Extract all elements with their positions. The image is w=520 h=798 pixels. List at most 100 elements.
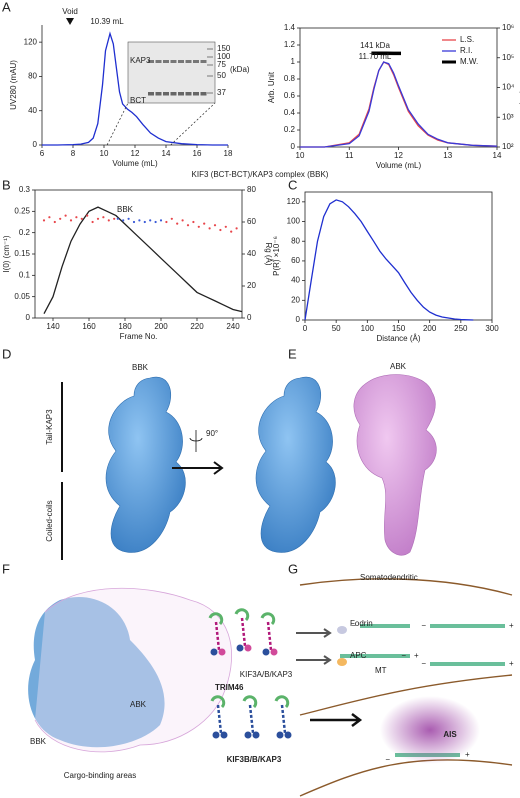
gel-band bbox=[155, 92, 162, 96]
x-tick-label: 50 bbox=[332, 324, 341, 333]
gel-marker-label: 150 bbox=[217, 44, 231, 53]
data-point bbox=[113, 217, 116, 220]
motor-head bbox=[244, 644, 252, 652]
y-axis-label: UV280 (mAU) bbox=[9, 60, 18, 110]
y-tick-label: 0.1 bbox=[19, 270, 31, 279]
polarity: + bbox=[465, 750, 470, 759]
polarity: + bbox=[509, 659, 514, 668]
gel-marker-label: 37 bbox=[217, 88, 226, 97]
y2-tick-label: 40 bbox=[247, 249, 256, 258]
microtubule bbox=[430, 624, 505, 628]
figure-caption: KIF3 (BCT-BCT)/KAP3 complex (BBK) bbox=[192, 170, 329, 179]
data-point bbox=[181, 219, 184, 222]
kap3 bbox=[234, 608, 250, 622]
polarity: − bbox=[421, 659, 426, 668]
gel-band bbox=[185, 60, 192, 63]
void-marker bbox=[66, 18, 74, 25]
panel-label: G bbox=[288, 561, 298, 576]
data-point bbox=[53, 220, 56, 224]
arrow bbox=[310, 713, 363, 727]
data-point bbox=[91, 220, 94, 224]
x-tick-label: 140 bbox=[46, 322, 60, 331]
panel-label: D bbox=[2, 346, 11, 361]
data-point bbox=[42, 219, 46, 222]
x-tick-label: 150 bbox=[392, 324, 406, 333]
data-point bbox=[235, 227, 238, 230]
microtubule bbox=[340, 654, 410, 658]
gel-band bbox=[200, 92, 207, 96]
kap3 bbox=[210, 695, 226, 709]
y-tick-label: 0.2 bbox=[19, 228, 31, 237]
gel-band bbox=[178, 60, 184, 63]
annotation: BBK bbox=[117, 205, 134, 214]
kap3 bbox=[274, 695, 290, 709]
x-tick-label: 11 bbox=[345, 151, 354, 160]
microtubule bbox=[430, 662, 505, 666]
map-label: BBK bbox=[30, 737, 47, 746]
y2-axis-label: M.W. (Da) bbox=[519, 70, 520, 106]
gel-band bbox=[185, 92, 192, 96]
gel-band bbox=[170, 92, 177, 96]
region-label: Coiled-coils bbox=[45, 500, 54, 541]
gel-band bbox=[170, 60, 177, 63]
map-title: ABK bbox=[390, 362, 407, 371]
panel-label: C bbox=[288, 177, 297, 192]
motor-head bbox=[270, 648, 278, 656]
density-map bbox=[353, 374, 437, 556]
panel-label: E bbox=[288, 346, 297, 361]
y2-tick-label: 10² bbox=[502, 142, 514, 151]
gel-ladder bbox=[207, 64, 213, 66]
y2-tick-label: 10⁶ bbox=[502, 23, 514, 32]
data-point bbox=[80, 217, 83, 220]
polarity: − bbox=[385, 755, 390, 764]
x-axis-label: Volume (mL) bbox=[376, 161, 422, 170]
motor-head bbox=[212, 731, 220, 739]
panel-label: B bbox=[2, 177, 11, 192]
y2-axis-label: Rg (Å) bbox=[264, 242, 273, 265]
motor-head bbox=[218, 648, 226, 656]
data-point bbox=[48, 216, 51, 219]
y-tick-label: 100 bbox=[287, 217, 301, 226]
motor-head bbox=[210, 648, 218, 656]
data-point bbox=[176, 222, 179, 225]
gel-marker-label: 75 bbox=[217, 60, 226, 69]
x-tick-label: 250 bbox=[454, 324, 468, 333]
gel-marker-label: 50 bbox=[217, 71, 226, 80]
data-line bbox=[42, 31, 228, 146]
complex-label: KIF3A/B/KAP3 bbox=[240, 670, 293, 679]
gel-band bbox=[193, 60, 199, 63]
gel-label: KAP3 bbox=[130, 56, 151, 65]
legend-label: R.I. bbox=[460, 46, 472, 55]
y-tick-label: 0.4 bbox=[284, 108, 296, 117]
x-tick-label: 16 bbox=[193, 149, 202, 158]
data-line bbox=[304, 199, 474, 321]
data-point bbox=[219, 228, 222, 232]
gel-band bbox=[163, 92, 169, 96]
cargo bbox=[337, 626, 347, 634]
gel-band bbox=[148, 60, 154, 63]
motor-head bbox=[276, 731, 284, 739]
annotation: 11.70 mL bbox=[359, 52, 392, 61]
data-point bbox=[102, 216, 105, 219]
x-tick-label: 13 bbox=[443, 151, 452, 160]
y-tick-label: 80 bbox=[28, 72, 37, 81]
gel-ladder bbox=[207, 56, 213, 58]
motor-head bbox=[284, 731, 292, 739]
motor-head bbox=[262, 648, 270, 656]
data-point bbox=[192, 220, 195, 224]
data-point bbox=[132, 220, 136, 224]
data-point bbox=[197, 225, 200, 228]
kap3 bbox=[208, 612, 224, 626]
polarity: + bbox=[509, 621, 514, 630]
data-point bbox=[122, 219, 125, 222]
data-point bbox=[64, 214, 67, 217]
panel-label: A bbox=[2, 0, 11, 14]
gel-unit: (kDa) bbox=[230, 65, 250, 74]
gel-band bbox=[200, 60, 207, 63]
y-tick-label: 80 bbox=[291, 236, 300, 245]
y-tick-label: 120 bbox=[24, 37, 38, 46]
data-point bbox=[96, 217, 100, 220]
x-tick-label: 10 bbox=[100, 149, 109, 158]
x-tick-label: 200 bbox=[154, 322, 168, 331]
